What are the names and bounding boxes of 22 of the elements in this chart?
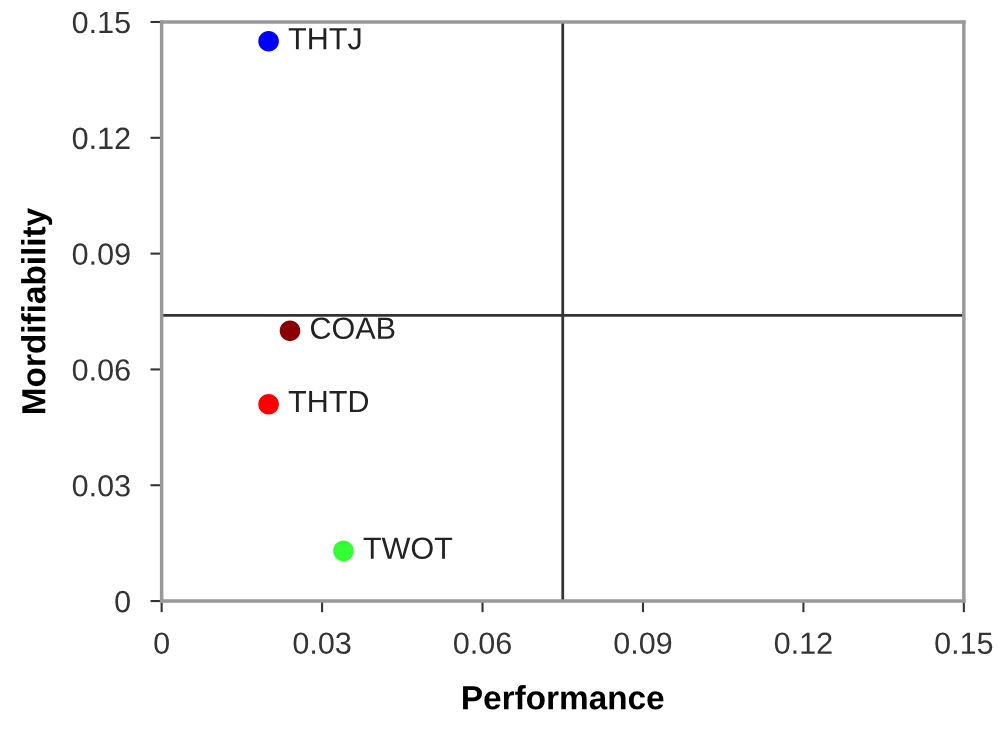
series-label: THTJ: [288, 28, 361, 50]
x-tick-label: 0.12: [774, 632, 832, 655]
x-tick-label: 0: [154, 632, 169, 655]
x-tick-label: 0.09: [614, 632, 672, 655]
x-tick-label: 0.03: [293, 632, 351, 655]
x-axis-title: Performance: [463, 685, 664, 710]
y-axis-title: Mordifiability: [21, 207, 53, 413]
series-label: TWOT: [363, 537, 453, 560]
point: [333, 540, 354, 562]
series-label: COAB: [310, 317, 395, 340]
y-tick-label: 0.06: [72, 359, 130, 381]
series-label: THTD: [288, 391, 369, 413]
point: [279, 320, 301, 342]
x-tick-label: 0.06: [453, 632, 511, 655]
y-tick-label: 0.15: [72, 11, 130, 34]
y-tick-label: 0.03: [72, 474, 130, 497]
y-tick-label: 0.12: [72, 127, 130, 150]
point: [258, 393, 279, 415]
point: [258, 30, 279, 52]
y-tick-label: 0.09: [72, 243, 130, 265]
y-tick-label: 0: [115, 590, 130, 613]
x-tick-label: 0.15: [935, 632, 993, 655]
